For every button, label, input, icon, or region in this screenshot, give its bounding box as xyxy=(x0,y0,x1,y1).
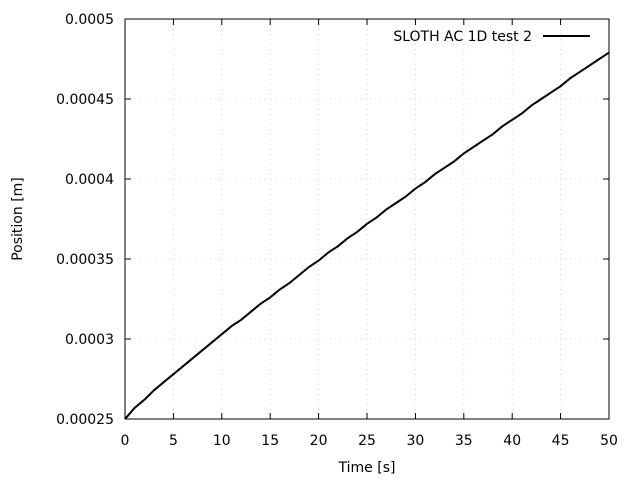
x-tick-label: 5 xyxy=(169,433,178,449)
y-tick-label: 0.0005 xyxy=(65,12,114,28)
legend: SLOTH AC 1D test 2 xyxy=(393,29,590,45)
y-tick-label: 0.00025 xyxy=(56,412,114,428)
x-tick-label: 35 xyxy=(455,433,473,449)
x-tick-label: 25 xyxy=(358,433,376,449)
x-tick-label: 20 xyxy=(310,433,328,449)
x-tick-label: 10 xyxy=(213,433,231,449)
x-axis-title: Time [s] xyxy=(338,460,396,476)
series-group xyxy=(124,51,610,420)
x-tick-label: 45 xyxy=(552,433,570,449)
y-tick-label: 0.0003 xyxy=(65,332,114,348)
y-tick-label: 0.00045 xyxy=(56,92,114,108)
y-axis-title: Position [m] xyxy=(10,177,26,261)
x-tick-label: 50 xyxy=(600,433,618,449)
series-line xyxy=(124,51,610,420)
legend-label: SLOTH AC 1D test 2 xyxy=(393,29,532,45)
x-tick-label: 0 xyxy=(121,433,130,449)
x-tick-labels: 0 5 10 15 20 25 30 35 40 45 50 xyxy=(121,433,618,449)
y-tick-label: 0.0004 xyxy=(65,172,114,188)
x-tick-label: 30 xyxy=(406,433,424,449)
x-tick-label: 40 xyxy=(503,433,521,449)
grid xyxy=(125,19,609,419)
plot-frame xyxy=(124,18,610,420)
x-tick-label: 15 xyxy=(261,433,279,449)
y-tick-label: 0.00035 xyxy=(56,252,114,268)
y-tick-labels: 0.00025 0.0003 0.00035 0.0004 0.00045 0.0005 xyxy=(56,12,114,428)
